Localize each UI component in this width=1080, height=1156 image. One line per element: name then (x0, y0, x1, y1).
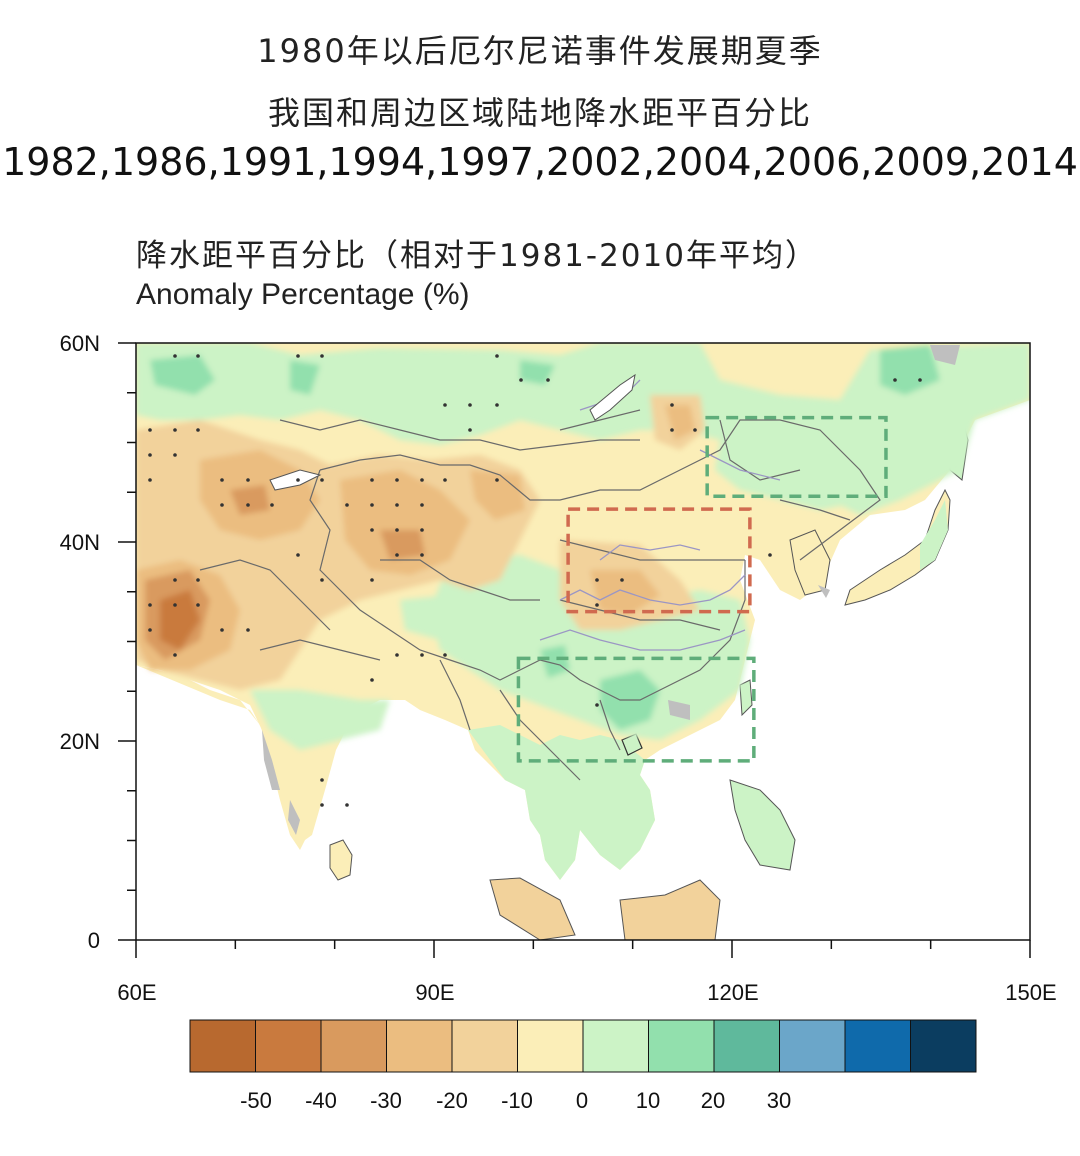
colorbar-swatch (451, 1019, 518, 1073)
lat-label-60n: 60N (60, 331, 100, 356)
colorbar-swatch (910, 1019, 977, 1073)
south-china-box (516, 656, 756, 763)
lon-label-60e: 60E (117, 980, 156, 1005)
colorbar-swatch (844, 1019, 911, 1073)
colorbar-swatch (386, 1019, 453, 1073)
colorbar-swatch (582, 1019, 649, 1073)
colorbar-labels: -50 -40 -30 -20 -10 0 10 20 30 (240, 1088, 791, 1113)
colorbar-label: -20 (436, 1088, 468, 1113)
colorbar-swatch (189, 1019, 256, 1073)
title-line-2: 我国和周边区域陆地降水距平百分比 (267, 94, 812, 132)
colorbar-swatch (320, 1019, 387, 1073)
colorbar-swatch (779, 1019, 846, 1073)
northeast-box (705, 415, 888, 498)
lat-label-0: 0 (88, 928, 100, 953)
colorbar-label: -10 (501, 1088, 533, 1113)
lat-label-40n: 40N (60, 530, 100, 555)
colorbar-label: -30 (370, 1088, 402, 1113)
map-field (136, 343, 1030, 940)
colorbar-swatch (648, 1019, 715, 1073)
country-borders (199, 409, 881, 781)
north-china-box (566, 507, 752, 614)
lon-label-150e: 150E (1005, 980, 1056, 1005)
colorbar-swatch (255, 1019, 322, 1073)
highlight-boxes (516, 415, 888, 763)
colorbar-label: -40 (305, 1088, 337, 1113)
lon-label-120e: 120E (707, 980, 758, 1005)
colorbar (189, 1019, 977, 1073)
subtitle-chinese: 降水距平百分比（相对于1981-2010年平均） (136, 238, 818, 274)
colorbar-label: 20 (701, 1088, 725, 1113)
longitude-labels: 60E 90E 120E 150E (117, 980, 1056, 1005)
subtitle-english: Anomaly Percentage (%) (136, 278, 470, 311)
axis-ticks (118, 342, 1031, 958)
colorbar-swatch (517, 1019, 584, 1073)
el-nino-years: 1982,1986,1991,1994,1997,2002,2004,2006,… (2, 140, 1078, 184)
significance-dots (148, 354, 922, 807)
colorbar-swatch (713, 1019, 780, 1073)
lat-label-20n: 20N (60, 729, 100, 754)
latitude-labels: 60N 40N 20N 0 (60, 331, 100, 953)
colorbar-label: 30 (767, 1088, 791, 1113)
colorbar-label: 0 (576, 1088, 588, 1113)
title-line-1: 1980年以后厄尔尼诺事件发展期夏季 (257, 32, 823, 70)
lon-label-90e: 90E (415, 980, 454, 1005)
colorbar-label: 10 (636, 1088, 660, 1113)
colorbar-label: -50 (240, 1088, 272, 1113)
